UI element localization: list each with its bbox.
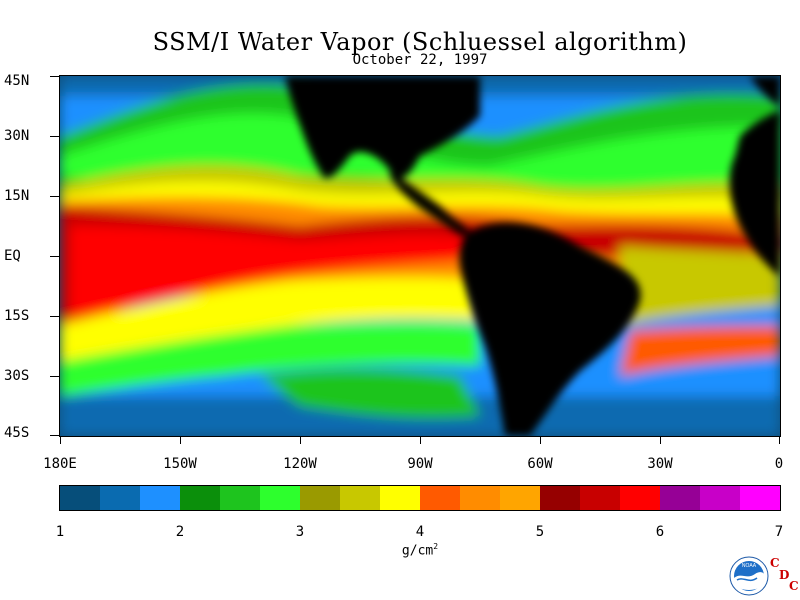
colorbar-segment	[700, 486, 740, 510]
lat-tick	[50, 376, 60, 377]
lat-label-15n: 15N	[4, 188, 30, 204]
unit-text: g/cm	[401, 543, 434, 559]
water-vapor-field	[60, 76, 780, 436]
map-date: October 22, 1997	[352, 52, 488, 68]
lon-label-30w: 30W	[647, 456, 673, 472]
colorbar-label: 4	[415, 524, 425, 540]
colorbar-segment	[140, 486, 180, 510]
colorbar-segment	[180, 486, 220, 510]
lat-tick	[50, 256, 60, 257]
lat-tick	[50, 316, 60, 317]
colorbar-segment	[540, 486, 580, 510]
colorbar-label: 6	[655, 524, 665, 540]
lon-tick	[60, 436, 61, 444]
logo-text: NOAA	[742, 563, 757, 569]
vapor-bands	[60, 76, 780, 436]
colorbar-label: 2	[175, 524, 185, 540]
colorbar-segment	[60, 486, 100, 510]
colorbar-segment	[340, 486, 380, 510]
water-vapor-map	[59, 75, 781, 437]
logo-letter-c: C	[770, 556, 780, 570]
colorbar-segment	[220, 486, 260, 510]
lon-label-0: 0	[774, 456, 784, 472]
lat-label-15s: 15S	[4, 308, 30, 324]
lon-label-60w: 60W	[527, 456, 553, 472]
colorbar-label: 5	[535, 524, 545, 540]
lon-label-120w: 120W	[283, 456, 317, 472]
colorbar-segment	[260, 486, 300, 510]
colorbar	[59, 485, 781, 511]
colorbar-segment	[100, 486, 140, 510]
colorbar-segment	[500, 486, 540, 510]
lon-tick	[660, 436, 661, 444]
lat-tick	[50, 196, 60, 197]
colorbar-segment	[300, 486, 340, 510]
map-title: SSM/I Water Vapor (Schluessel algorithm)	[152, 28, 688, 56]
lat-tick	[50, 76, 60, 77]
lon-tick	[540, 436, 541, 444]
logo-letter-c2: C	[789, 579, 799, 593]
lon-tick	[180, 436, 181, 444]
lat-label-45n: 45N	[4, 73, 30, 89]
lon-label-150w: 150W	[163, 456, 197, 472]
lat-label-45s: 45S	[4, 425, 30, 441]
colorbar-segment	[620, 486, 660, 510]
colorbar-segment	[460, 486, 500, 510]
colorbar-label: 1	[55, 524, 65, 540]
lat-label-30n: 30N	[4, 128, 30, 144]
lon-label-90w: 90W	[407, 456, 433, 472]
land-masses	[285, 76, 780, 436]
colorbar-segment	[420, 486, 460, 510]
lon-label-180e: 180E	[43, 456, 77, 472]
lat-tick	[50, 136, 60, 137]
lat-label-eq: EQ	[4, 248, 21, 264]
colorbar-segment	[380, 486, 420, 510]
colorbar-segment	[660, 486, 700, 510]
noaa-logo: NOAA	[729, 556, 769, 596]
colorbar-label: 7	[774, 524, 784, 540]
colorbar-label: 3	[295, 524, 305, 540]
lon-tick	[779, 436, 780, 444]
lat-tick	[50, 435, 60, 436]
lon-tick	[420, 436, 421, 444]
lat-label-30s: 30S	[4, 368, 30, 384]
colorbar-segment	[740, 486, 780, 510]
unit-exponent: 2	[433, 542, 439, 551]
logo-letter-d: D	[779, 568, 790, 582]
noaa-emblem-icon: NOAA	[729, 556, 769, 596]
lon-tick	[300, 436, 301, 444]
colorbar-unit: g/cm2	[0, 542, 800, 558]
colorbar-segment	[580, 486, 620, 510]
